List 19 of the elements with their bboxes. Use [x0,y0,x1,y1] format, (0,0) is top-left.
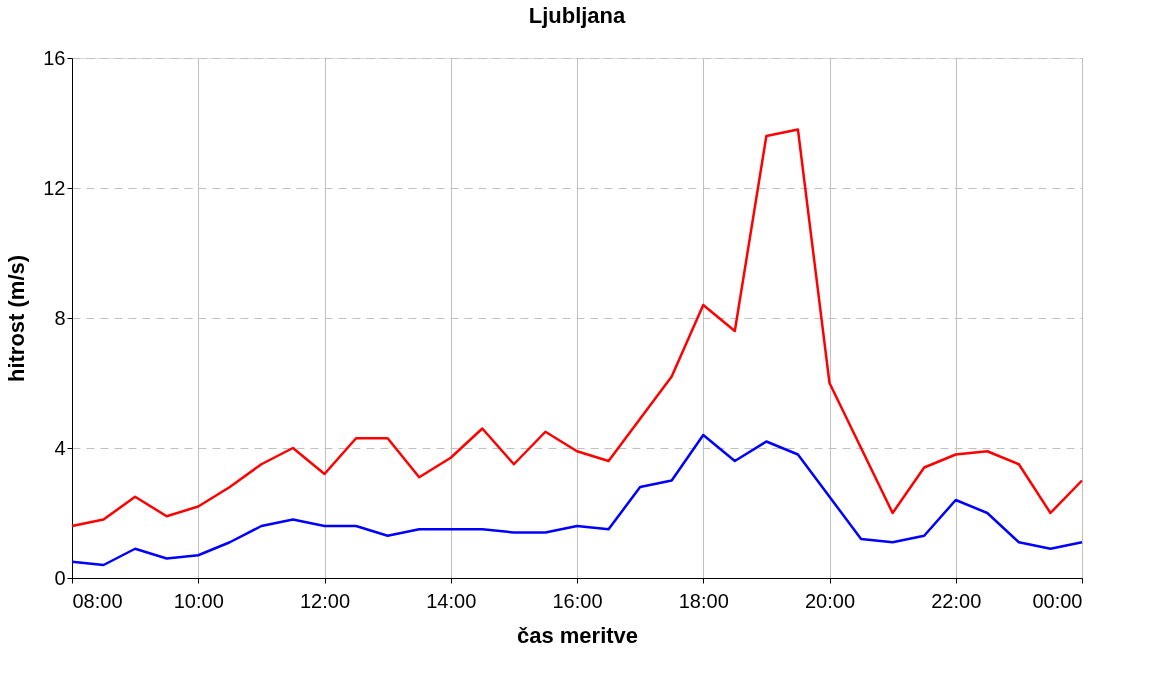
y-tick-label: 12 [43,176,66,199]
x-tick-label: 08:00 [72,589,123,612]
x-tick-label: 12:00 [299,589,351,612]
chart-title: Ljubljana [528,3,627,28]
y-tick-label: 0 [54,566,66,589]
y-tick-label: 4 [54,436,66,459]
y-tick-label: 8 [54,306,66,329]
y-axis-title: hitrost (m/s) [4,254,30,383]
x-axis-title: čas meritve [516,622,639,648]
x-tick-label: 00:00 [1032,589,1083,612]
x-tick-label: 22:00 [931,589,982,612]
x-tick-label: 18:00 [678,589,729,612]
line-series [70,433,1084,567]
y-tick-label: 16 [43,46,66,69]
line-series [70,128,1084,528]
x-tick-label: 20:00 [804,589,856,612]
x-tick-label: 14:00 [426,589,477,612]
x-tick-label: 16:00 [552,589,603,612]
x-tick-label: 10:00 [173,589,224,612]
